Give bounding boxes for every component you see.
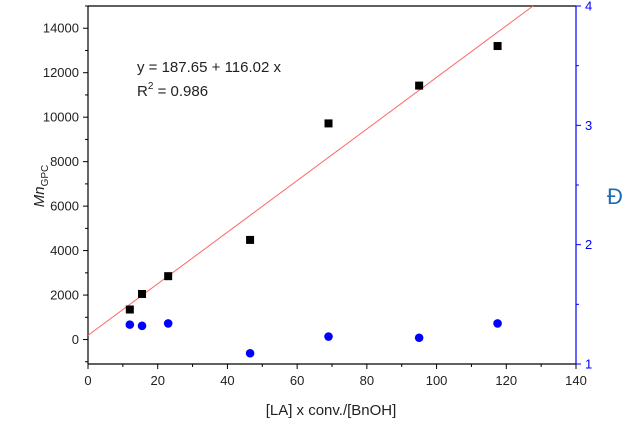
mn-series: [125, 42, 502, 314]
x-tick-label: 100: [426, 373, 448, 388]
dispersity-point: [163, 319, 173, 328]
x-tick-label: 60: [290, 373, 304, 388]
x-tick-label: 80: [360, 373, 374, 388]
x-tick-label: 120: [495, 373, 517, 388]
y-tick-label: 14000: [43, 21, 79, 36]
dispersity-point: [493, 319, 502, 328]
y-tick-label: 0: [72, 332, 79, 347]
y2-axis-title: Đ: [607, 184, 623, 209]
fit-line-group: [87, 5, 534, 336]
fit-line: [87, 5, 534, 336]
y2-tick-label: 1: [585, 357, 592, 372]
axes: 0 20 40 60 80 100 120 140 0 2000 4000 6000 8000 10000…: [43, 0, 592, 388]
y2-tick-label: 3: [585, 118, 592, 133]
dispersity-point: [125, 320, 135, 329]
x-axis-title: [LA] x conv./[BnOH]: [266, 402, 397, 419]
y-tick-label: 4000: [50, 243, 79, 258]
mn-point: [324, 119, 333, 128]
y2-tick-label: 4: [585, 0, 592, 14]
mn-point: [164, 272, 173, 281]
mn-point: [246, 235, 255, 244]
y-tick-label: 2000: [50, 288, 79, 303]
y2-tick-label: 2: [585, 237, 592, 252]
x-tick-label: 140: [565, 373, 587, 388]
x-tick-label: 20: [150, 373, 164, 388]
x-tick-label: 0: [84, 373, 91, 388]
mn-point: [493, 42, 502, 51]
dispersity-point: [324, 332, 333, 341]
y-tick-label: 12000: [43, 65, 79, 80]
mn-point: [415, 81, 424, 90]
mn-point: [138, 289, 147, 298]
y-tick-label: 6000: [50, 199, 79, 214]
mn-point: [125, 305, 134, 314]
x-tick-label: 40: [220, 373, 234, 388]
fit-equation: y = 187.65 + 116.02 x: [137, 59, 282, 76]
y-tick-label: 8000: [50, 154, 79, 169]
dispersity-point: [137, 321, 147, 331]
y-axis-title: MnGPC: [31, 165, 51, 208]
dispersity-point: [414, 333, 424, 343]
fit-r-squared: R2 = 0.986: [137, 81, 208, 100]
y-tick-label: 10000: [43, 110, 79, 125]
dispersity-series: [125, 319, 502, 358]
dispersity-point: [245, 348, 255, 358]
